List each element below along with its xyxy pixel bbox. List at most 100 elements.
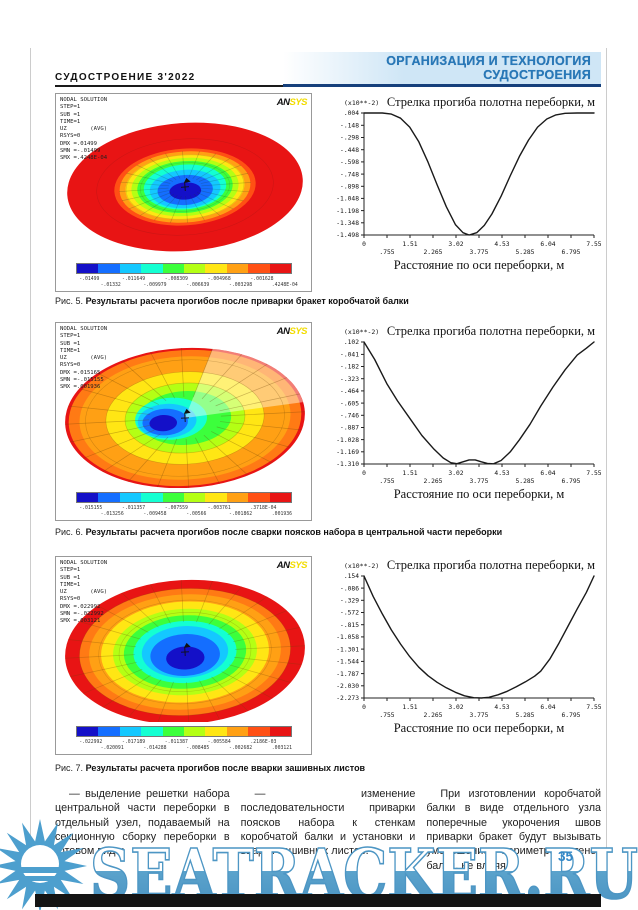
svg-text:-.464: -.464 [340, 388, 359, 395]
svg-text:Стрелка прогиба полотна перебо: Стрелка прогиба полотна переборки, м [387, 558, 595, 572]
svg-text:Стрелка прогиба полотна перебо: Стрелка прогиба полотна переборки, м [387, 324, 595, 338]
figure-caption-6: Рис. 6. Результаты расчета прогибов посл… [55, 527, 601, 537]
text-column-2: — изменение последовательности приварки … [241, 787, 416, 873]
svg-text:-1.498: -1.498 [336, 232, 359, 239]
page-edge-left [30, 48, 31, 893]
contour-plot-image [65, 579, 305, 722]
svg-text:-.329: -.329 [340, 598, 359, 605]
svg-text:6.795: 6.795 [562, 249, 581, 256]
svg-text:(x10**-2): (x10**-2) [344, 562, 379, 570]
ansys-contour-figure-7: NODAL SOLUTION STEP=1 SUB =1 TIME=1 UZ (… [55, 556, 312, 755]
line-chart: (x10**-2) Стрелка прогиба полотна перебор… [336, 558, 602, 735]
svg-text:-1.310: -1.310 [336, 461, 359, 468]
svg-text:-.448: -.448 [340, 147, 359, 154]
svg-text:Расстояние по оси переборки, м: Расстояние по оси переборки, м [394, 487, 565, 501]
svg-text:Стрелка прогиба полотна перебо: Стрелка прогиба полотна переборки, м [387, 95, 595, 109]
svg-text:-1.198: -1.198 [336, 208, 359, 215]
svg-text:-.323: -.323 [340, 376, 359, 383]
contour-colorbar-labels: -.022992 -.020091 -.017189 -.014288 -.011387… [79, 740, 293, 751]
journal-title: СУДОСТРОЕНИЕ 3'2022 [55, 72, 283, 87]
svg-text:.004: .004 [344, 110, 359, 117]
svg-text:(x10**-2): (x10**-2) [344, 328, 379, 336]
svg-text:Расстояние по оси переборки, м: Расстояние по оси переборки, м [394, 721, 565, 735]
ansys-logo: ANSYS [276, 326, 308, 337]
svg-text:-.182: -.182 [340, 364, 359, 371]
svg-text:-.748: -.748 [340, 171, 359, 178]
svg-text:3.02: 3.02 [448, 470, 463, 477]
caption-text: Результаты расчета прогибов после вварки… [85, 763, 366, 773]
ansys-logo: ANSYS [276, 97, 308, 108]
svg-text:3.775: 3.775 [470, 478, 489, 485]
svg-text:5.285: 5.285 [516, 478, 535, 485]
svg-text:-.598: -.598 [340, 159, 359, 166]
deflection-chart-7: (x10**-2) Стрелка прогиба полотна перебор… [318, 556, 602, 756]
svg-text:(x10**-2): (x10**-2) [344, 99, 379, 107]
svg-text:.755: .755 [379, 249, 394, 256]
scan-bottom-bar [35, 894, 601, 907]
svg-text:-2.273: -2.273 [336, 695, 359, 702]
svg-text:2.265: 2.265 [424, 478, 443, 485]
svg-text:-.746: -.746 [340, 413, 359, 420]
svg-text:-.815: -.815 [340, 622, 359, 629]
svg-text:7.55: 7.55 [586, 704, 601, 711]
svg-text:7.55: 7.55 [586, 241, 601, 248]
contour-plot-image [67, 122, 303, 252]
svg-text:5.285: 5.285 [516, 712, 535, 719]
svg-text:4.53: 4.53 [494, 241, 509, 248]
contour-colorbar-labels: -.015155 -.013256 -.011357 -.009458 -.007559… [79, 506, 293, 517]
svg-text:-1.048: -1.048 [336, 196, 359, 203]
svg-text:4.53: 4.53 [494, 704, 509, 711]
svg-text:Расстояние по оси переборки, м: Расстояние по оси переборки, м [394, 258, 565, 272]
svg-text:3.02: 3.02 [448, 704, 463, 711]
svg-text:-.605: -.605 [340, 400, 359, 407]
text-column-1: — выделение решетки набора центральной ч… [55, 787, 230, 873]
body-text: — выделение решетки набора центральной ч… [55, 787, 601, 873]
svg-text:1.51: 1.51 [402, 704, 417, 711]
svg-text:6.04: 6.04 [540, 704, 555, 711]
ansys-solution-info: NODAL SOLUTION STEP=1 SUB =1 TIME=1 UZ (… [60, 97, 108, 162]
svg-text:.154: .154 [344, 573, 359, 580]
svg-text:6.795: 6.795 [562, 478, 581, 485]
ansys-contour-figure-5: NODAL SOLUTION STEP=1 SUB =1 TIME=1 UZ (… [55, 93, 312, 292]
svg-text:3.775: 3.775 [470, 712, 489, 719]
svg-text:-.148: -.148 [340, 123, 359, 130]
svg-text:-2.030: -2.030 [336, 683, 359, 690]
svg-text:3.775: 3.775 [470, 249, 489, 256]
caption-text: Результаты расчета прогибов после привар… [85, 296, 409, 306]
paragraph: — изменение последовательности приварки … [240, 788, 416, 858]
svg-text:3.02: 3.02 [448, 241, 463, 248]
svg-text:0: 0 [362, 470, 366, 477]
svg-text:-1.348: -1.348 [336, 220, 359, 227]
svg-text:-1.028: -1.028 [336, 437, 359, 444]
svg-text:.755: .755 [379, 478, 394, 485]
caption-text: Результаты расчета прогибов после сварки… [85, 527, 503, 537]
paragraph: При изготовлении коробчатой балки в виде… [426, 788, 602, 872]
ansys-contour-figure-6: NODAL SOLUTION STEP=1 SUB =1 TIME=1 UZ (… [55, 322, 312, 521]
deflection-chart-5: (x10**-2) Стрелка прогиба полотна перебор… [318, 93, 602, 293]
ansys-solution-info: NODAL SOLUTION STEP=1 SUB =1 TIME=1 UZ (… [60, 560, 108, 625]
svg-text:6.04: 6.04 [540, 241, 555, 248]
svg-text:.102: .102 [344, 339, 359, 346]
contour-colorbar [76, 492, 292, 503]
paragraph: — выделение решетки набора центральной ч… [55, 788, 230, 858]
page-edge-right [606, 48, 607, 893]
contour-colorbar-labels: -.01499 -.01332 -.011649 -.009979 -.008309 -.… [79, 277, 298, 288]
caption-prefix: Рис. 5. [55, 296, 84, 306]
svg-text:0: 0 [362, 241, 366, 248]
svg-text:-1.169: -1.169 [336, 449, 359, 456]
svg-text:-.041: -.041 [340, 352, 359, 359]
ansys-solution-info: NODAL SOLUTION STEP=1 SUB =1 TIME=1 UZ (… [60, 326, 108, 391]
svg-text:6.04: 6.04 [540, 470, 555, 477]
line-chart: (x10**-2) Стрелка прогиба полотна перебор… [336, 324, 602, 501]
svg-text:-1.544: -1.544 [336, 659, 359, 666]
svg-text:-1.301: -1.301 [336, 646, 359, 653]
svg-text:4.53: 4.53 [494, 470, 509, 477]
figure-row-7: NODAL SOLUTION STEP=1 SUB =1 TIME=1 UZ (… [55, 556, 602, 758]
line-chart: (x10**-2) Стрелка прогиба полотна перебор… [336, 95, 602, 272]
svg-text:-.298: -.298 [340, 135, 359, 142]
svg-text:-1.058: -1.058 [336, 634, 359, 641]
svg-text:0: 0 [362, 704, 366, 711]
svg-text:-.572: -.572 [340, 610, 359, 617]
figure-caption-7: Рис. 7. Результаты расчета прогибов посл… [55, 763, 601, 773]
contour-plot-image [65, 347, 305, 488]
